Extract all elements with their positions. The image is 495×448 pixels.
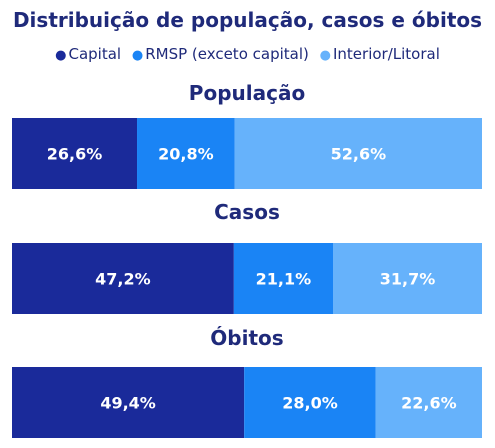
data-label-populacao-capital: 26,6% xyxy=(47,145,103,164)
bar-casos-rmsp-exceto-capital xyxy=(233,243,334,314)
category-label-obitos: Óbitos xyxy=(210,326,283,350)
legend-item-capital: ● Capital xyxy=(55,45,121,63)
legend: ● Capital ● RMSP (exceto capital) ● Interio… xyxy=(0,45,495,63)
bar-obitos-interior-litoral xyxy=(375,367,482,438)
chart-title: Distribuição de população, casos e óbito… xyxy=(12,8,483,32)
bar-obitos-capital xyxy=(12,367,245,438)
data-label-obitos-capital: 49,4% xyxy=(100,394,156,413)
bar-casos-interior-litoral xyxy=(333,243,482,314)
legend-item-rmsp: ● RMSP (exceto capital) xyxy=(132,45,309,63)
data-label-obitos-rmsp-exceto-capital: 28,0% xyxy=(282,394,338,413)
bar-populacao-capital xyxy=(12,118,138,189)
data-label-casos-interior-litoral: 31,7% xyxy=(380,270,436,289)
legend-swatch-interior: ● xyxy=(319,48,331,63)
data-label-obitos-interior-litoral: 22,6% xyxy=(401,394,457,413)
data-label-casos-rmsp-exceto-capital: 21,1% xyxy=(256,270,312,289)
legend-label-interior: Interior/Litoral xyxy=(332,45,440,63)
bar-populacao-interior-litoral xyxy=(234,118,482,189)
bar-populacao-rmsp-exceto-capital xyxy=(137,118,235,189)
data-label-casos-capital: 47,2% xyxy=(95,270,151,289)
legend-swatch-rmsp: ● xyxy=(131,48,144,63)
data-label-populacao-interior-litoral: 52,6% xyxy=(331,145,387,164)
category-label-casos: Casos xyxy=(214,200,280,224)
legend-swatch-capital: ● xyxy=(55,48,67,63)
legend-label-capital: Capital xyxy=(68,45,122,63)
bar-casos-capital xyxy=(12,243,234,314)
category-label-populacao: População xyxy=(189,81,305,105)
legend-label-rmsp: RMSP (exceto capital) xyxy=(145,45,309,63)
data-label-populacao-rmsp-exceto-capital: 20,8% xyxy=(158,145,214,164)
legend-item-interior: ● Interior/Litoral xyxy=(320,45,440,63)
bar-obitos-rmsp-exceto-capital xyxy=(244,367,376,438)
